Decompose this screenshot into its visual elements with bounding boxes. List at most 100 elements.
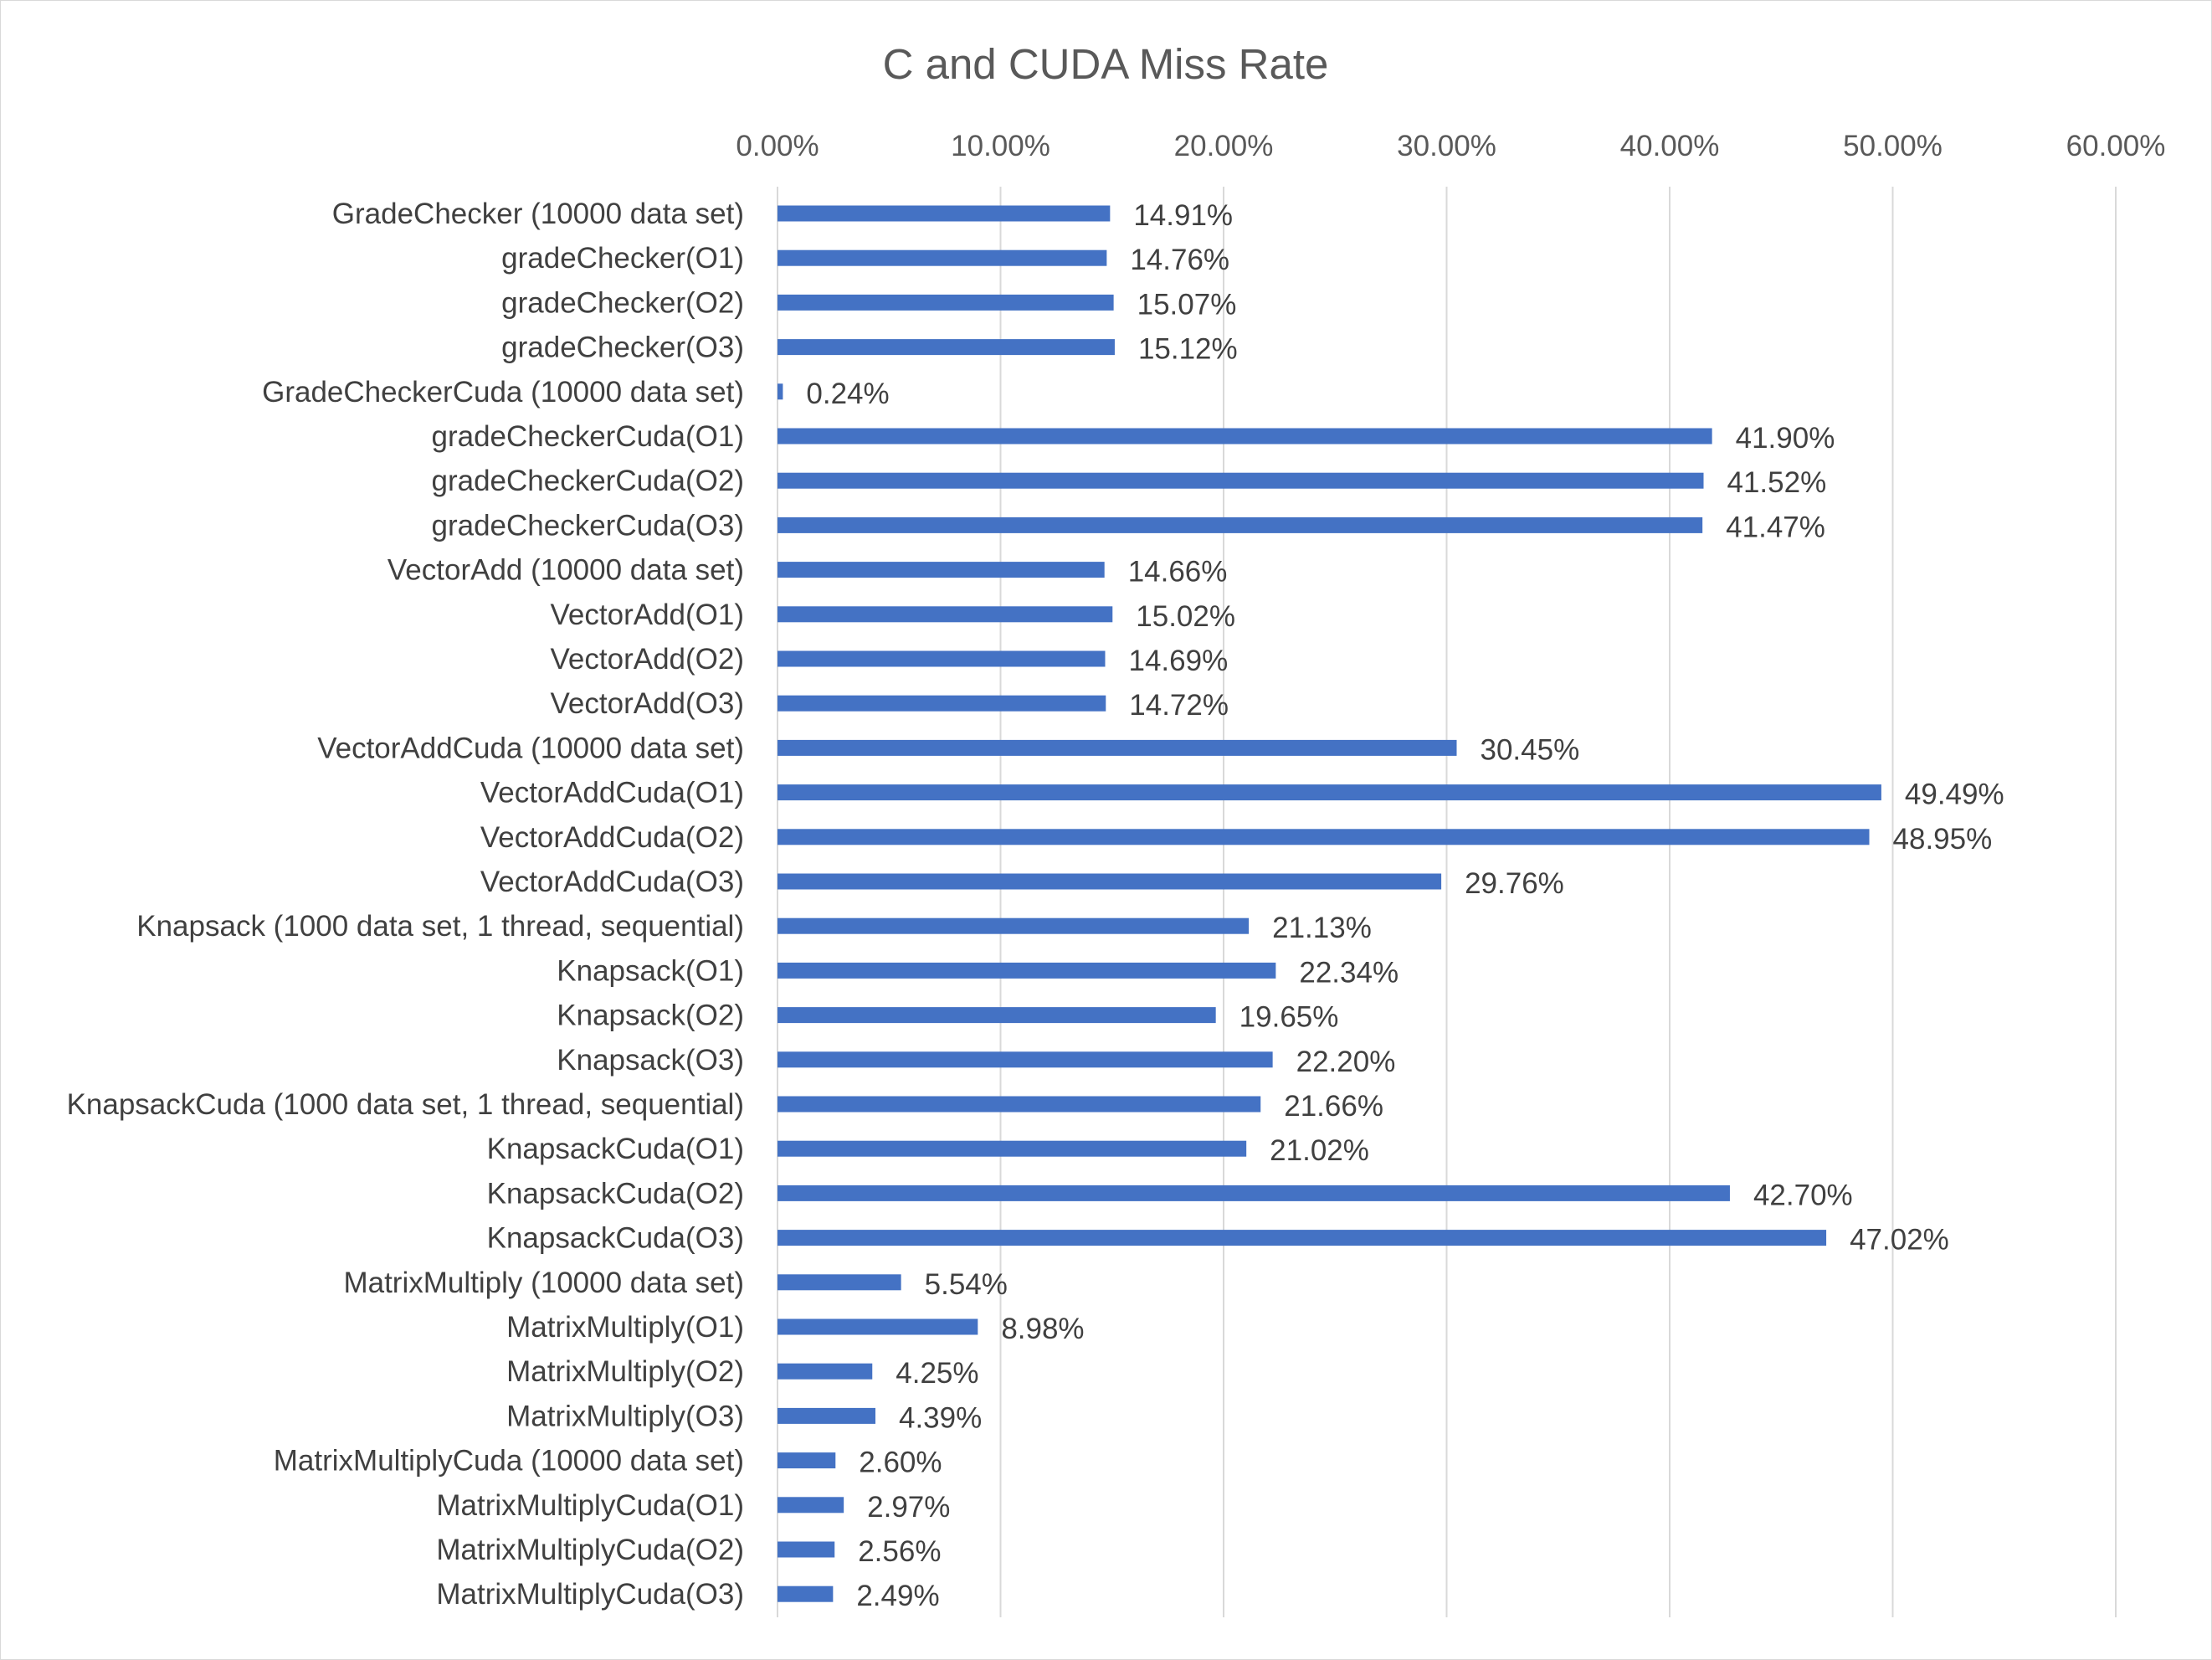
category-label: KnapsackCuda(O2) [487, 1177, 744, 1210]
category-label: MatrixMultiply(O1) [506, 1311, 744, 1344]
x-tick-label: 0.00% [736, 130, 819, 162]
x-tick-label: 20.00% [1174, 130, 1274, 162]
bar [778, 249, 1107, 266]
x-tick-label: 50.00% [1843, 130, 1943, 162]
bar [778, 339, 1115, 356]
category-label: VectorAddCuda(O3) [480, 866, 744, 898]
bar [778, 1585, 834, 1602]
data-label: 42.70% [1753, 1179, 1853, 1211]
bar [778, 294, 1114, 311]
data-label: 47.02% [1850, 1224, 1949, 1257]
category-label: VectorAddCuda (10000 data set) [317, 732, 744, 764]
data-label: 0.24% [806, 378, 889, 410]
x-tick-label: 40.00% [1620, 130, 1720, 162]
data-label: 19.65% [1239, 1001, 1339, 1034]
bar [778, 695, 1106, 712]
data-label: 29.76% [1465, 867, 1564, 900]
data-label: 21.66% [1284, 1090, 1383, 1123]
bar [778, 1318, 978, 1335]
data-label: 4.39% [899, 1401, 982, 1434]
x-tick-label: 30.00% [1397, 130, 1496, 162]
category-label: VectorAddCuda(O2) [480, 821, 744, 854]
data-label: 2.49% [856, 1580, 939, 1612]
bar [778, 1274, 901, 1291]
bar [778, 472, 1704, 489]
bar [778, 739, 1457, 756]
x-tick-label: 10.00% [951, 130, 1050, 162]
bar [778, 1541, 835, 1558]
category-label: GradeChecker (10000 data set) [332, 198, 744, 230]
category-label: Knapsack(O3) [557, 1044, 744, 1077]
category-label: KnapsackCuda(O3) [487, 1222, 744, 1255]
bar [778, 829, 1870, 845]
bar [778, 1407, 875, 1424]
bar [778, 428, 1712, 445]
data-label: 5.54% [925, 1268, 1008, 1301]
category-label: gradeCheckerCuda(O2) [431, 465, 744, 497]
data-label: 49.49% [1905, 779, 2004, 811]
bar [778, 1007, 1216, 1024]
data-label: 2.56% [858, 1535, 941, 1568]
category-label: VectorAdd(O1) [551, 599, 745, 631]
category-label: gradeChecker(O1) [501, 242, 744, 275]
bars [778, 205, 1881, 1602]
data-label: 14.76% [1130, 244, 1229, 276]
x-tick-label: 60.00% [2066, 130, 2166, 162]
bar [778, 517, 1703, 533]
category-label: VectorAdd(O3) [551, 687, 745, 720]
category-label: gradeCheckerCuda(O3) [431, 509, 744, 542]
category-label: MatrixMultiplyCuda (10000 data set) [274, 1445, 744, 1478]
category-label: MatrixMultiplyCuda(O1) [436, 1489, 744, 1522]
bar [778, 562, 1105, 578]
category-label: MatrixMultiply(O3) [506, 1400, 744, 1432]
data-label: 48.95% [1893, 823, 1993, 856]
bar [778, 1096, 1261, 1113]
bar [778, 1452, 836, 1469]
data-label: 14.66% [1128, 556, 1228, 588]
category-label: KnapsackCuda (1000 data set, 1 thread, s… [67, 1088, 744, 1121]
category-label: gradeCheckerCuda(O1) [431, 420, 744, 453]
data-label: 21.13% [1272, 912, 1372, 944]
category-label: gradeChecker(O2) [501, 286, 744, 319]
category-label: VectorAdd (10000 data set) [387, 554, 744, 587]
bar [778, 1230, 1827, 1246]
data-label: 21.02% [1270, 1134, 1369, 1167]
data-label: 22.34% [1299, 956, 1399, 989]
data-label: 22.20% [1296, 1046, 1396, 1078]
data-label: 41.90% [1736, 422, 1835, 455]
data-label: 14.69% [1128, 645, 1228, 677]
bar [778, 873, 1442, 890]
data-label: 41.52% [1727, 466, 1827, 499]
chart-title: C and CUDA Miss Rate [883, 40, 1329, 88]
gridlines [777, 187, 2117, 1617]
data-label: 15.07% [1137, 288, 1237, 321]
bar [778, 962, 1276, 979]
category-label: GradeCheckerCuda (10000 data set) [262, 376, 744, 409]
bar [778, 917, 1250, 934]
bar [778, 650, 1106, 667]
data-label: 2.97% [867, 1491, 950, 1524]
data-label: 15.02% [1136, 600, 1235, 633]
data-label: 14.72% [1129, 689, 1229, 722]
data-label: 14.91% [1133, 199, 1233, 232]
bar [778, 784, 1881, 801]
bar [778, 606, 1113, 623]
category-labels: GradeChecker (10000 data set) gradeChecke… [67, 198, 744, 1611]
category-label: MatrixMultiplyCuda(O2) [436, 1534, 744, 1566]
bar [778, 1051, 1273, 1068]
bar [778, 1363, 873, 1380]
bar [778, 1185, 1730, 1201]
category-label: Knapsack(O2) [557, 1000, 744, 1032]
data-label: 8.98% [1001, 1313, 1084, 1345]
x-axis-ticks: 0.00% 10.00% 20.00% 30.00% 40.00% 50.00% 60.00… [736, 130, 2165, 162]
category-label: VectorAddCuda(O1) [480, 777, 744, 809]
category-label: Knapsack (1000 data set, 1 thread, seque… [136, 910, 744, 943]
data-label: 15.12% [1138, 333, 1238, 366]
bar [778, 205, 1111, 222]
bar [778, 383, 783, 400]
data-label: 4.25% [896, 1357, 978, 1390]
data-label: 30.45% [1480, 733, 1579, 766]
category-label: MatrixMultiply(O2) [506, 1355, 744, 1388]
